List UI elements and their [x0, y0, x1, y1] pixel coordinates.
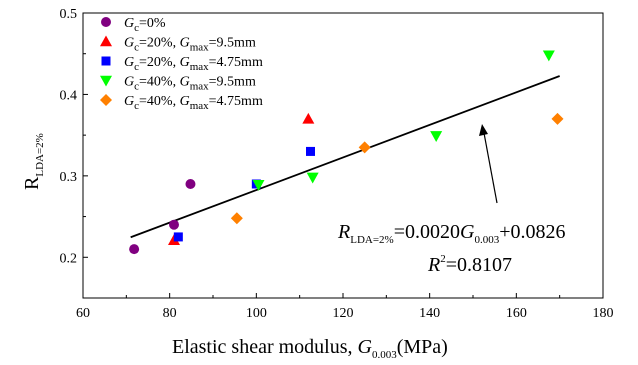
data-point-series-5: [230, 212, 243, 225]
legend-marker-4: [100, 75, 112, 87]
annotation-arrow-line: [483, 132, 498, 204]
data-point-series-4: [306, 172, 319, 184]
x-tick-label: 160: [506, 306, 527, 321]
legend-label-3: Gc=20%, Gmax=4.75mm: [124, 55, 263, 73]
data-point-series-1: [185, 179, 196, 189]
fit-equation: RLDA=2%=0.0020G0.003+0.0826: [337, 221, 565, 246]
r-squared: R2=0.8107: [427, 253, 512, 276]
data-point-series-5: [551, 112, 564, 125]
y-tick-label: 0.3: [60, 170, 78, 185]
data-point-series-3: [306, 146, 315, 156]
data-point-series-4: [430, 131, 443, 142]
x-tick-label: 80: [163, 306, 177, 321]
data-point-series-4: [252, 180, 265, 191]
x-tick-label: 180: [593, 306, 614, 321]
data-point-series-4: [542, 50, 555, 62]
legend-label-2: Gc=20%, Gmax=9.5mm: [124, 36, 256, 54]
y-tick-label: 0.2: [60, 251, 78, 266]
legend-marker-1: [101, 17, 111, 27]
x-tick-label: 140: [419, 306, 440, 321]
legend-marker-2: [100, 35, 112, 47]
legend-label-5: Gc=40%, Gmax=4.75mm: [124, 94, 263, 112]
legend-marker-5: [100, 94, 112, 106]
annotation-arrow-head: [479, 124, 488, 136]
y-tick-label: 0.4: [60, 88, 78, 103]
x-tick-label: 60: [76, 306, 90, 321]
y-tick-label: 0.5: [60, 7, 78, 22]
legend-marker-3: [101, 56, 111, 66]
data-point-series-5: [358, 141, 371, 154]
data-point-series-1: [169, 219, 179, 230]
fit-line: [130, 75, 560, 239]
x-tick-label: 120: [333, 306, 354, 321]
data-point-series-2: [302, 112, 315, 124]
legend-label-4: Gc=40%, Gmax=9.5mm: [124, 75, 256, 93]
x-tick-label: 100: [246, 306, 267, 321]
data-point-series-3: [173, 232, 183, 242]
data-point-series-1: [129, 244, 140, 255]
x-axis-label: Elastic shear modulus, G0.003(MPa): [172, 336, 448, 361]
legend-label-1: Gc=0%: [124, 16, 166, 34]
y-axis-label: RLDA=2%: [21, 133, 46, 190]
